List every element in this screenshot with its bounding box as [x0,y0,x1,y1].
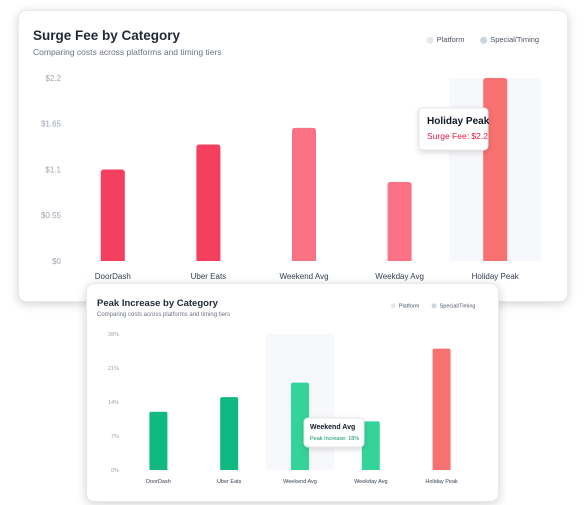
bar[interactable] [196,144,221,261]
tooltip-box [303,417,365,448]
legend-swatch [431,303,437,309]
bar[interactable] [149,411,168,470]
chart-title: Surge Fee by Category [33,28,181,43]
legend-swatch [480,36,488,44]
tooltip-value: Surge Fee: $2.2 [427,131,488,141]
x-tick-label: Weekday Avg [354,479,387,485]
x-tick-label: Holiday Peak [425,479,458,485]
legend-label: Special/Timing [440,303,476,309]
legend-label: Platform [437,35,465,44]
legend-label: Special/Timing [490,35,539,44]
bar[interactable] [483,78,508,261]
y-tick-label: $1.1 [45,165,61,174]
x-tick-label: Holiday Peak [472,272,520,281]
chart-subtitle: Comparing costs across platforms and tim… [97,312,230,318]
tooltip-value: Peak Increase: 18% [310,436,359,442]
legend-swatch [390,303,396,309]
x-tick-label: Uber Eats [191,272,227,281]
peak-increase-chart-card: Peak Increase by Category Comparing costs… [86,283,499,502]
chart-title: Peak Increase by Category [97,298,219,309]
x-tick-label: Weekend Avg [279,272,328,281]
x-tick-label: Uber Eats [217,479,242,485]
y-tick-label: $0 [52,257,61,266]
bar[interactable] [361,421,380,470]
chart-subtitle: Comparing costs across platforms and tim… [33,47,222,57]
x-tick-label: DoorDash [146,479,171,485]
x-tick-label: DoorDash [95,272,131,281]
surge-fee-chart: Surge Fee by Category Comparing costs acr… [33,28,542,281]
tooltip-box [418,107,489,151]
bar[interactable] [432,348,451,470]
y-tick-label: $2.2 [45,74,61,83]
bar[interactable] [100,169,125,262]
x-tick-label: Weekday Avg [375,272,424,281]
bar[interactable] [292,127,316,261]
y-tick-label: 14% [108,400,119,406]
surge-fee-chart-card: Surge Fee by Category Comparing costs acr… [18,10,568,302]
bar[interactable] [291,382,309,470]
legend-label: Platform [399,303,420,309]
y-tick-label: $1.65 [41,120,62,129]
y-tick-label: $0.55 [41,211,62,220]
y-tick-label: 28% [108,332,119,338]
peak-increase-chart: Peak Increase by Category Comparing costs… [97,298,476,485]
y-tick-label: 0% [111,468,119,474]
bar[interactable] [220,397,239,470]
legend-swatch [426,36,434,44]
x-tick-label: Weekend Avg [283,479,317,485]
y-tick-label: 21% [108,366,119,372]
y-tick-label: 7% [111,434,119,440]
tooltip-title: Holiday Peak [427,116,490,127]
bar[interactable] [387,181,412,261]
tooltip-title: Weekend Avg [310,424,355,431]
